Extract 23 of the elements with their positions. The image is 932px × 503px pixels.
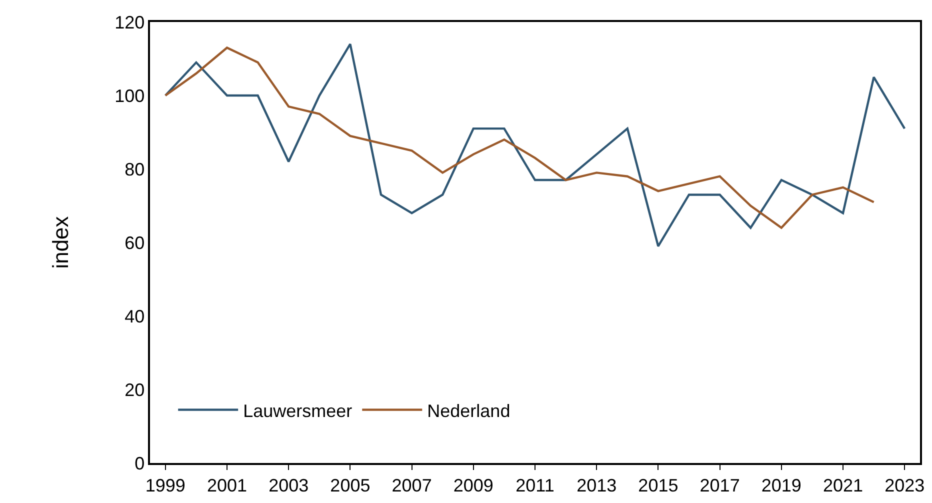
x-tick-label: 2017: [700, 475, 740, 496]
x-tick-label: 2015: [638, 475, 678, 496]
legend-label: Nederland: [427, 400, 510, 421]
x-tick-label: 2005: [330, 475, 370, 496]
y-tick-label: 20: [124, 380, 145, 400]
y-tick-label: 120: [114, 12, 145, 32]
x-tick-label: 2011: [516, 475, 554, 496]
x-tick-label: 2013: [576, 475, 617, 496]
y-tick-label: 80: [124, 159, 145, 180]
y-tick-label: 40: [124, 306, 145, 326]
legend-label: Lauwersmeer: [243, 400, 352, 421]
y-tick-label: 100: [114, 86, 145, 106]
x-tick-label: 2001: [206, 475, 248, 496]
x-tick-label: 2019: [761, 475, 802, 496]
y-tick-label: 60: [124, 232, 145, 253]
x-tick-label: 2023: [884, 475, 925, 496]
x-tick-label: 2021: [822, 475, 864, 496]
x-tick-label: 2003: [268, 475, 309, 496]
y-axis-title: index: [48, 216, 73, 269]
x-tick-label: 1999: [145, 475, 186, 496]
x-tick-label: 2009: [453, 475, 494, 496]
y-tick-label: 0: [134, 453, 145, 474]
x-tick-label: 2007: [392, 475, 432, 496]
